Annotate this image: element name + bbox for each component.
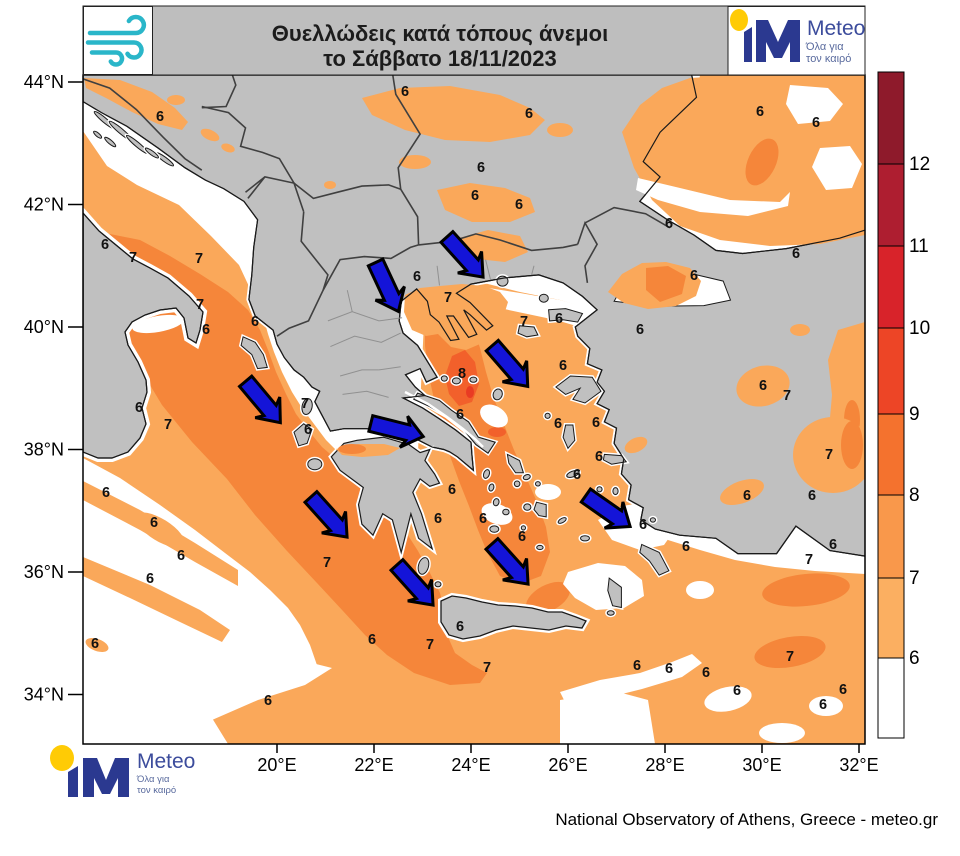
svg-text:44°N: 44°N bbox=[24, 72, 64, 92]
svg-text:7: 7 bbox=[444, 290, 452, 306]
svg-text:7: 7 bbox=[909, 568, 920, 589]
svg-text:6: 6 bbox=[515, 197, 523, 213]
svg-text:Meteo: Meteo bbox=[137, 750, 195, 773]
svg-text:42°N: 42°N bbox=[24, 195, 64, 215]
svg-text:6: 6 bbox=[554, 416, 562, 432]
svg-text:10: 10 bbox=[909, 318, 930, 339]
svg-text:τον καιρό: τον καιρό bbox=[137, 785, 176, 796]
svg-text:40°N: 40°N bbox=[24, 317, 64, 337]
svg-text:32°E: 32°E bbox=[839, 755, 878, 775]
svg-text:6: 6 bbox=[756, 104, 764, 120]
svg-text:6: 6 bbox=[555, 311, 563, 327]
svg-text:7: 7 bbox=[520, 314, 528, 330]
svg-text:28°E: 28°E bbox=[645, 755, 684, 775]
svg-text:6: 6 bbox=[573, 467, 581, 483]
svg-text:6: 6 bbox=[559, 358, 567, 374]
svg-text:το Σάββατο 18/11/2023: το Σάββατο 18/11/2023 bbox=[323, 46, 557, 71]
svg-text:6: 6 bbox=[102, 485, 110, 501]
svg-text:6: 6 bbox=[812, 115, 820, 131]
svg-text:6: 6 bbox=[177, 548, 185, 564]
svg-text:National Observatory of Athens: National Observatory of Athens, Greece -… bbox=[555, 810, 938, 829]
svg-text:6: 6 bbox=[743, 488, 751, 504]
svg-text:6: 6 bbox=[479, 511, 487, 527]
svg-text:6: 6 bbox=[702, 665, 710, 681]
svg-text:6: 6 bbox=[101, 237, 109, 253]
svg-text:8: 8 bbox=[458, 366, 466, 382]
svg-text:6: 6 bbox=[636, 322, 644, 338]
svg-text:6: 6 bbox=[202, 322, 210, 338]
svg-text:7: 7 bbox=[301, 396, 309, 412]
svg-text:7: 7 bbox=[783, 388, 791, 404]
svg-text:Meteo: Meteo bbox=[807, 17, 865, 40]
svg-text:30°E: 30°E bbox=[742, 755, 781, 775]
svg-text:6: 6 bbox=[690, 268, 698, 284]
svg-text:6: 6 bbox=[434, 511, 442, 527]
svg-text:6: 6 bbox=[792, 246, 800, 262]
svg-text:22°E: 22°E bbox=[354, 755, 393, 775]
svg-text:6: 6 bbox=[525, 106, 533, 122]
svg-text:34°N: 34°N bbox=[24, 685, 64, 705]
svg-text:36°N: 36°N bbox=[24, 562, 64, 582]
svg-text:8: 8 bbox=[909, 485, 920, 506]
svg-text:6: 6 bbox=[91, 636, 99, 652]
svg-text:6: 6 bbox=[413, 269, 421, 285]
svg-text:11: 11 bbox=[909, 236, 929, 257]
svg-text:6: 6 bbox=[456, 619, 464, 635]
svg-text:6: 6 bbox=[733, 683, 741, 699]
svg-text:9: 9 bbox=[909, 404, 920, 425]
svg-text:6: 6 bbox=[471, 188, 479, 204]
svg-text:6: 6 bbox=[808, 488, 816, 504]
svg-text:38°N: 38°N bbox=[24, 440, 64, 460]
svg-text:6: 6 bbox=[477, 160, 485, 176]
svg-text:12: 12 bbox=[909, 154, 930, 175]
svg-text:6: 6 bbox=[819, 697, 827, 713]
svg-text:Θυελλώδεις κατά τόπους άνεμοι: Θυελλώδεις κατά τόπους άνεμοι bbox=[272, 21, 608, 46]
svg-text:7: 7 bbox=[323, 555, 331, 571]
svg-text:24°E: 24°E bbox=[451, 755, 490, 775]
svg-text:6: 6 bbox=[456, 407, 464, 423]
svg-text:6: 6 bbox=[264, 693, 272, 709]
svg-text:Όλα για: Όλα για bbox=[805, 41, 844, 53]
svg-text:6: 6 bbox=[592, 415, 600, 431]
svg-text:7: 7 bbox=[164, 417, 172, 433]
svg-text:7: 7 bbox=[426, 637, 434, 653]
svg-text:6: 6 bbox=[665, 661, 673, 677]
svg-text:7: 7 bbox=[195, 251, 203, 267]
svg-text:6: 6 bbox=[251, 314, 259, 330]
svg-text:6: 6 bbox=[150, 515, 158, 531]
svg-text:7: 7 bbox=[825, 447, 833, 463]
svg-text:26°E: 26°E bbox=[548, 755, 587, 775]
svg-text:6: 6 bbox=[304, 422, 312, 438]
svg-text:6: 6 bbox=[682, 539, 690, 555]
svg-text:6: 6 bbox=[829, 537, 837, 553]
svg-text:6: 6 bbox=[448, 482, 456, 498]
svg-text:6: 6 bbox=[759, 378, 767, 394]
svg-text:7: 7 bbox=[196, 297, 204, 313]
svg-text:6: 6 bbox=[135, 400, 143, 416]
svg-text:6: 6 bbox=[665, 216, 673, 232]
svg-text:7: 7 bbox=[483, 660, 491, 676]
svg-text:7: 7 bbox=[129, 250, 137, 266]
svg-text:6: 6 bbox=[633, 658, 641, 674]
svg-text:6: 6 bbox=[146, 571, 154, 587]
svg-text:6: 6 bbox=[909, 648, 920, 669]
svg-text:7: 7 bbox=[805, 552, 813, 568]
svg-text:6: 6 bbox=[839, 682, 847, 698]
svg-text:τον καιρό: τον καιρό bbox=[806, 53, 851, 65]
svg-text:Όλα για: Όλα για bbox=[136, 774, 170, 785]
svg-text:6: 6 bbox=[401, 84, 409, 100]
svg-text:7: 7 bbox=[786, 649, 794, 665]
svg-text:20°E: 20°E bbox=[257, 755, 296, 775]
svg-text:6: 6 bbox=[595, 449, 603, 465]
svg-text:6: 6 bbox=[156, 109, 164, 125]
svg-text:6: 6 bbox=[518, 529, 526, 545]
svg-text:6: 6 bbox=[639, 517, 647, 533]
svg-text:6: 6 bbox=[368, 632, 376, 648]
